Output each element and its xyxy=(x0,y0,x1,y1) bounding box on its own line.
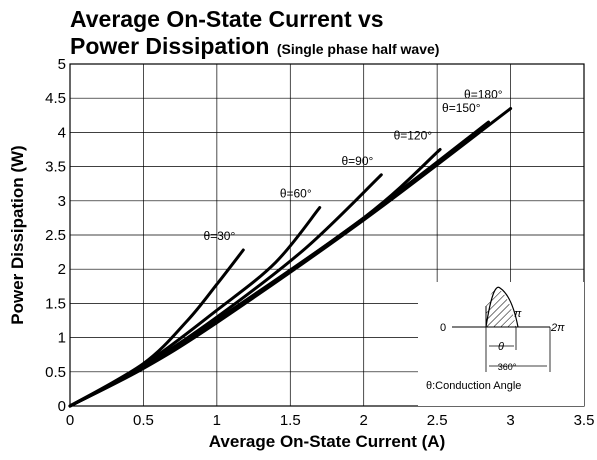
x-tick-label: 2.5 xyxy=(427,412,448,429)
y-tick-label: 0.5 xyxy=(45,364,66,381)
y-tick-label: 2 xyxy=(58,261,66,278)
chart-subtitle: (Single phase half wave) xyxy=(277,41,440,57)
inset-label-zero: 0 xyxy=(440,322,446,334)
chart-title-line2: Power Dissipation (Single phase half wav… xyxy=(70,33,439,59)
x-tick-label: 0 xyxy=(66,412,74,429)
y-tick-label: 5 xyxy=(58,56,66,73)
series-label-4: θ=120° xyxy=(394,129,433,143)
y-tick-label: 3.5 xyxy=(45,159,66,176)
series-line-4 xyxy=(68,148,442,408)
series-lines xyxy=(68,107,513,408)
series-label-6: θ=180° xyxy=(464,87,503,101)
y-axis-label: Power Dissipation (W) xyxy=(8,145,27,324)
conduction-angle-inset: 0 π 2π θ 360° θ:Conduction Angle xyxy=(418,282,584,406)
series-label-3: θ=90° xyxy=(342,154,374,168)
inset-shaded-area xyxy=(486,289,516,327)
chart-title-main: Power Dissipation xyxy=(70,33,269,59)
series-line-1 xyxy=(68,248,245,408)
series-line-3 xyxy=(68,173,383,408)
y-tick-label: 2.5 xyxy=(45,227,66,244)
y-tick-label: 4.5 xyxy=(45,90,66,107)
inset-label-2pi: 2π xyxy=(550,322,565,334)
inset-caption: θ:Conduction Angle xyxy=(426,380,521,392)
x-tick-labels: 0 0.5 1 1.5 2 2.5 3 3.5 xyxy=(66,412,595,429)
inset-label-pi: π xyxy=(514,308,522,320)
x-tick-label: 3 xyxy=(506,412,514,429)
grid-lines xyxy=(69,63,585,407)
inset-label-360: 360° xyxy=(498,362,517,372)
series-labels: θ=30° θ=60° θ=90° θ=120° θ=150°θ=180° xyxy=(203,87,502,243)
y-tick-label: 1.5 xyxy=(45,295,66,312)
x-tick-label: 3.5 xyxy=(574,412,595,429)
y-tick-label: 0 xyxy=(58,398,66,415)
x-tick-label: 2 xyxy=(360,412,368,429)
y-tick-label: 4 xyxy=(58,124,66,141)
series-label-2: θ=60° xyxy=(280,187,312,201)
series-label-5: θ=150° xyxy=(442,101,481,115)
series-line-2 xyxy=(68,206,322,408)
y-tick-labels: 0 0.5 1 1.5 2 2.5 3 3.5 4 4.5 5 xyxy=(45,56,66,415)
y-tick-label: 3 xyxy=(58,193,66,210)
series-label-1: θ=30° xyxy=(203,229,235,243)
series-line-6 xyxy=(68,107,513,408)
inset-half-wave xyxy=(485,286,519,328)
x-axis-label: Average On-State Current (A) xyxy=(209,432,445,451)
plot-frame xyxy=(69,63,585,407)
chart-title-line1: Average On-State Current vs xyxy=(70,6,384,32)
x-tick-label: 1 xyxy=(213,412,221,429)
x-tick-label: 1.5 xyxy=(280,412,301,429)
y-tick-label: 1 xyxy=(58,330,66,347)
x-tick-label: 0.5 xyxy=(133,412,154,429)
inset-label-theta: θ xyxy=(498,341,504,353)
